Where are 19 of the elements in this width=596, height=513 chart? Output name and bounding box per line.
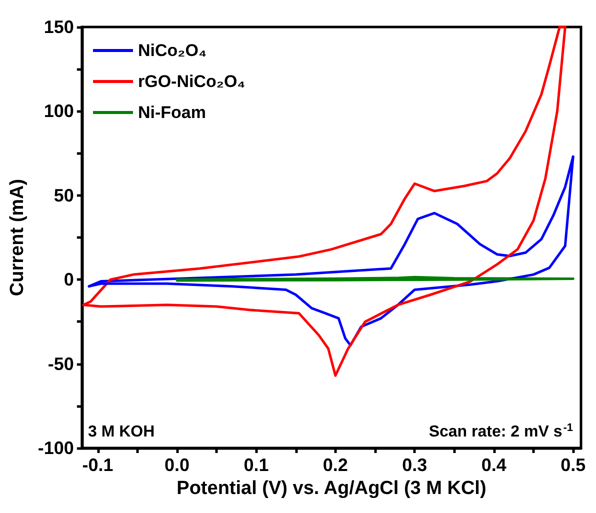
y-tick-label: 100 — [44, 101, 74, 122]
x-axis-title: Potential (V) vs. Ag/AgCl (3 M KCl) — [176, 478, 486, 499]
legend-label: rGO-NiCo₂O₄ — [138, 72, 246, 91]
x-tick-label: -0.1 — [82, 455, 114, 475]
y-tick-label: 0 — [64, 270, 74, 290]
x-tick-label: 0.4 — [481, 455, 506, 475]
y-tick-label: 50 — [54, 185, 74, 206]
y-axis-title: Current (mA) — [7, 178, 28, 296]
y-tick-label: -100 — [38, 438, 74, 458]
x-tick-label: 0.0 — [164, 455, 190, 475]
legend-label: NiCo₂O₄ — [138, 41, 207, 60]
x-tick-label: 0.5 — [560, 455, 586, 475]
annotation: 3 M KOH — [88, 424, 155, 440]
legend-label: Ni-Foam — [138, 103, 206, 122]
x-tick-label: 0.1 — [244, 455, 269, 475]
y-tick-label: 150 — [44, 17, 74, 37]
y-tick-label: -50 — [48, 354, 74, 374]
x-tick-label: 0.3 — [402, 455, 428, 475]
x-tick-label: 0.2 — [322, 455, 348, 475]
